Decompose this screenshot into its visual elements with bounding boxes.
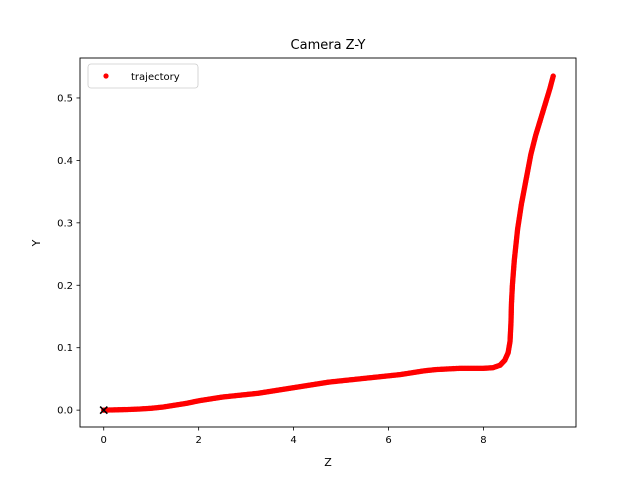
x-tick-label: 4 [290,435,296,446]
y-axis-label: Y [30,239,43,247]
x-tick-label: 0 [101,435,107,446]
legend: trajectory [87,63,199,89]
x-axis-label: Z [324,456,332,469]
start-marker [99,405,108,415]
y-tick-label: 0.2 [57,281,73,292]
y-tick-label: 0.4 [57,156,73,167]
plot-area [99,73,556,415]
y-tick-label: 0.5 [57,93,73,104]
x-axis: 0 2 4 6 8 [101,427,487,446]
trajectory-point [550,73,556,79]
x-tick-label: 2 [195,435,201,446]
x-tick-label: 8 [480,435,486,446]
legend-box [87,63,199,89]
x-tick-label: 6 [385,435,391,446]
y-tick-label: 0.0 [57,406,73,417]
chart-title: Camera Z-Y [291,38,366,53]
y-axis: 0.0 0.1 0.2 0.3 0.4 0.5 [57,93,80,417]
legend-label: trajectory [131,72,180,83]
y-tick-label: 0.3 [57,218,73,229]
y-tick-label: 0.1 [57,343,73,354]
axes-frame [79,57,577,428]
legend-marker [103,73,109,79]
